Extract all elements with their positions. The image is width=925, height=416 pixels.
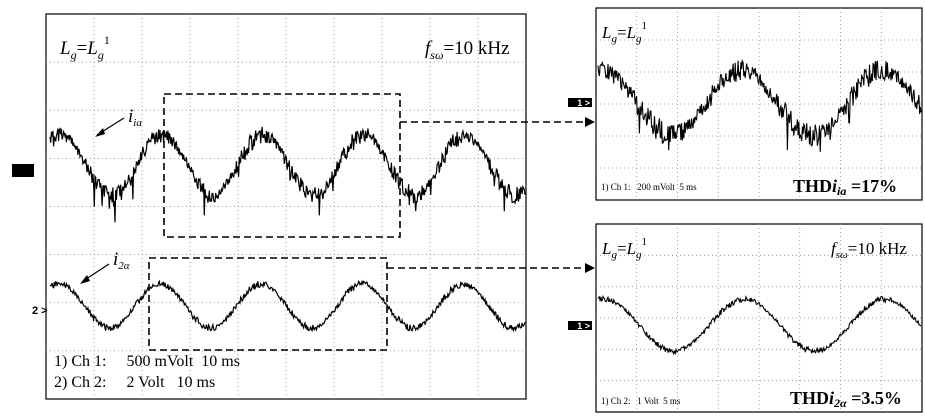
zoom-arrowhead-top	[585, 117, 595, 127]
trace2-name-label: i2α	[113, 249, 130, 272]
zoom-arrowhead-bottom	[585, 263, 595, 273]
trace1-arrowhead	[95, 128, 105, 137]
zoom-bottom-switching-frequency-label: fsω=10 kHz	[831, 239, 907, 261]
channel1-marker-box	[12, 164, 34, 177]
zoom-top-marker-box	[568, 98, 592, 107]
zoom-bottom-footer: 1) Ch 2: 1 Volt 5 ms	[601, 396, 681, 406]
main-footer-line1: 1) Ch 1: 500 mVolt 10 ms	[54, 353, 240, 370]
zoom-bottom-trace-i-2alpha	[597, 294, 922, 356]
main-footer-line2: 2) Ch 2: 2 Volt 10 ms	[54, 374, 215, 391]
main-switching-frequency-label: fsω=10 kHz	[425, 38, 510, 62]
zoom-top-footer: 1) Ch 1: 200 mVolt 5 ms	[601, 182, 697, 192]
main-panel: Lg=Lg1 fsω=10 kHz iia i2α 1 > 2 > 1) Ch …	[12, 13, 527, 400]
zoom-top-inductance-label: Lg=Lg1	[601, 20, 647, 45]
trace-i-ia	[49, 126, 526, 223]
zoom-top-thd-label: THDiia =17%	[793, 176, 897, 198]
main-inductance-label: Lg=Lg1	[59, 33, 110, 62]
zoom-box-top	[163, 93, 401, 238]
zoom-bottom-inductance-label: Lg=Lg1	[601, 236, 647, 261]
channel1-marker: 1 >	[13, 166, 29, 178]
trace-i-2alpha	[49, 279, 526, 333]
trace2-arrowhead	[80, 275, 90, 284]
zoom-bottom-thd-label: THDi2α =3.5%	[790, 388, 902, 410]
zoom-panel-bottom: Lg=Lg1 fsω=10 kHz 1 > 1) Ch 2: 1 Volt 5 …	[568, 223, 923, 413]
zoom-top-trace-i-ia	[597, 58, 922, 152]
main-grid	[46, 14, 526, 399]
zoom-bottom-marker: 1 >	[577, 321, 590, 331]
zoom-top-marker: 1 >	[577, 98, 590, 108]
channel2-marker: 2 >	[32, 305, 48, 317]
zoom-panel-top: Lg=Lg1 1 > 1) Ch 1: 200 mVolt 5 ms THDii…	[568, 7, 923, 201]
zoom-top-grid	[596, 8, 922, 200]
zoom-bottom-marker-box	[568, 321, 592, 330]
trace1-name-label: iia	[128, 106, 142, 129]
zoom-bottom-grid	[596, 224, 922, 412]
